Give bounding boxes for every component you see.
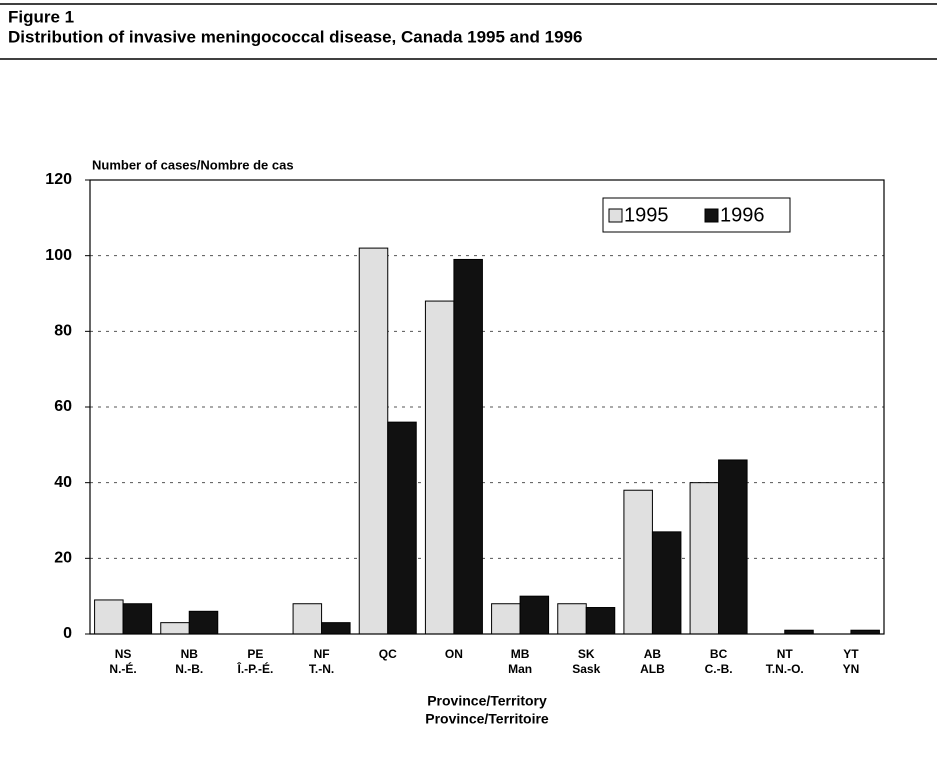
chart-title: Distribution of invasive meningococcal d…: [8, 27, 582, 46]
y-axis-label: Number of cases/Nombre de cas: [92, 157, 294, 172]
x-tick-label: Î.-P.-É.: [237, 661, 274, 676]
x-tick-label: Sask: [572, 662, 600, 676]
bar: [358, 247, 389, 635]
bar: [292, 603, 323, 635]
bar: [519, 595, 550, 635]
y-tick-label: 100: [45, 247, 72, 264]
bar: [623, 489, 653, 635]
y-tick-label: 0: [63, 625, 72, 642]
bar: [689, 482, 720, 635]
x-tick-label: T.-N.: [309, 662, 334, 676]
x-axis-label: Province/Territoire: [425, 711, 549, 727]
bar: [122, 603, 153, 635]
x-tick-label: BC: [710, 647, 728, 661]
bar: [491, 603, 521, 635]
x-tick-label: AB: [644, 647, 662, 661]
y-tick-label: 60: [54, 398, 72, 415]
x-tick-label: YT: [843, 647, 859, 661]
x-axis-label: Province/Territory: [427, 693, 547, 709]
x-tick-label: MB: [511, 647, 530, 661]
bar: [651, 531, 682, 635]
x-tick-label: T.N.-O.: [766, 662, 804, 676]
x-tick-label: ON: [445, 647, 463, 661]
bar: [94, 599, 124, 635]
plot-frame: [89, 179, 885, 635]
x-tick-label: Man: [508, 662, 532, 676]
bar: [557, 603, 587, 635]
x-tick-label: C.-B.: [705, 662, 733, 676]
x-tick-label: NT: [777, 647, 794, 661]
legend-swatch: [608, 208, 623, 223]
x-tick-label: SK: [578, 647, 595, 661]
y-tick-label: 80: [54, 323, 72, 340]
bar: [321, 622, 351, 635]
bar: [387, 421, 417, 635]
bar: [188, 610, 219, 635]
bar: [424, 300, 455, 635]
bar: [585, 607, 616, 635]
y-tick-label: 40: [54, 474, 72, 491]
x-tick-label: NS: [115, 647, 132, 661]
x-tick-label: ALB: [640, 662, 665, 676]
figure-label: Figure 1: [8, 7, 74, 26]
legend-label: 1996: [720, 204, 765, 226]
x-tick-label: YN: [843, 662, 860, 676]
legend-box: [602, 197, 791, 233]
y-tick-label: 120: [45, 171, 72, 188]
legend-label: 1995: [624, 204, 669, 226]
bar: [453, 258, 483, 635]
legend-swatch: [704, 208, 719, 223]
x-tick-label: NF: [314, 647, 330, 661]
x-tick-label: N.-É.: [109, 661, 136, 676]
bar: [718, 459, 748, 635]
x-tick-label: N.-B.: [175, 662, 203, 676]
y-tick-label: 20: [54, 550, 72, 567]
bar: [160, 622, 190, 635]
x-tick-label: NB: [181, 647, 199, 661]
x-tick-label: PE: [247, 647, 263, 661]
x-tick-label: QC: [379, 647, 397, 661]
